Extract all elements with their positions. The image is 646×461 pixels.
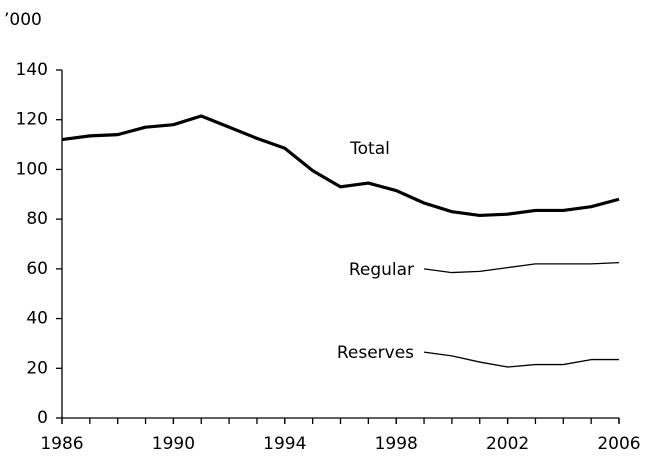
x-tick-label: 1998 (375, 434, 418, 454)
x-tick-label: 1990 (152, 434, 195, 454)
x-tick-label: 2002 (486, 434, 529, 454)
y-tick-label: 20 (26, 358, 48, 378)
y-tick-label: 120 (16, 110, 48, 130)
series-label: Reserves (337, 343, 414, 363)
x-tick-label: 1986 (40, 434, 83, 454)
x-tick-label: 2006 (597, 434, 640, 454)
series-label: Regular (349, 260, 414, 280)
y-tick-label: 100 (16, 159, 48, 179)
y-tick-label: 140 (16, 60, 48, 80)
y-tick-label: 40 (26, 309, 48, 329)
x-tick-label: 1994 (263, 434, 306, 454)
y-tick-label: 80 (26, 209, 48, 229)
series-label: Total (349, 139, 390, 159)
y-tick-label: 60 (26, 259, 48, 279)
y-tick-label: 0 (37, 408, 48, 428)
series-line (61, 114, 620, 218)
y-unit-label: ’000 (4, 10, 42, 30)
series-line (423, 261, 620, 274)
series-line (423, 351, 619, 368)
